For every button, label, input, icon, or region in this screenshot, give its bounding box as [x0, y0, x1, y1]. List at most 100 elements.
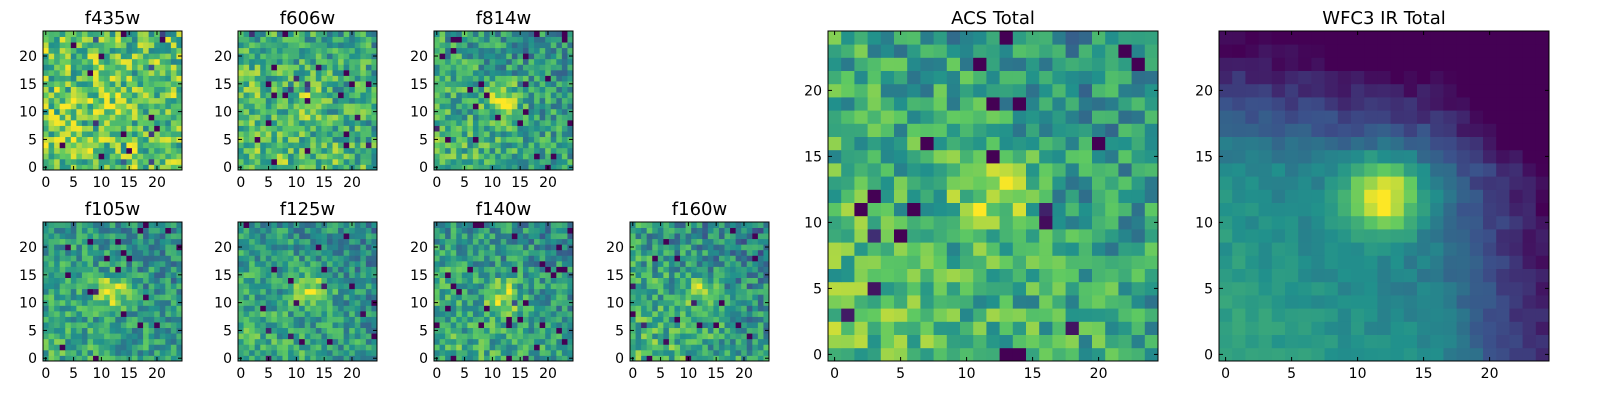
heatmap-cell — [165, 69, 172, 76]
heatmap-cell — [461, 158, 468, 165]
heatmap-cell — [81, 103, 88, 110]
heatmap-cell — [120, 316, 127, 323]
heatmap-cell — [115, 238, 122, 245]
heatmap-cell — [1065, 215, 1080, 230]
heatmap-cell — [691, 344, 698, 351]
heatmap-cell — [131, 69, 138, 76]
heatmap-cell — [126, 42, 133, 49]
x-tick-label: 0 — [236, 175, 245, 191]
heatmap-cell — [120, 97, 127, 104]
heatmap-cell — [354, 153, 361, 160]
heatmap-cell — [48, 92, 55, 99]
heatmap-cell — [120, 277, 127, 284]
heatmap-cell — [973, 347, 987, 362]
heatmap-cell — [76, 244, 83, 251]
heatmap-cell — [126, 142, 133, 149]
heatmap-cell — [159, 75, 166, 82]
heatmap-cell — [349, 327, 356, 334]
heatmap-cell — [456, 114, 463, 121]
heatmap-cell — [461, 266, 468, 273]
heatmap-cell — [763, 227, 770, 234]
heatmap-cell — [326, 260, 333, 267]
heatmap-cell — [48, 86, 55, 93]
heatmap-cell — [663, 266, 670, 273]
heatmap-cell — [276, 266, 283, 273]
heatmap-cell — [495, 86, 502, 93]
heatmap-cell — [70, 147, 77, 154]
heatmap-cell — [126, 97, 133, 104]
heatmap-cell — [707, 233, 714, 240]
heatmap-cell — [522, 147, 529, 154]
heatmap-cell — [338, 64, 345, 71]
heatmap-cell — [154, 147, 161, 154]
heatmap-cell — [98, 310, 105, 317]
heatmap-cell — [254, 47, 261, 54]
heatmap-cell — [1078, 215, 1093, 230]
heatmap-cell — [338, 97, 345, 104]
heatmap-cell — [867, 255, 882, 269]
heatmap-cell — [657, 227, 664, 234]
heatmap-cell — [238, 119, 244, 126]
heatmap-cell — [517, 272, 524, 278]
heatmap-cell — [343, 222, 350, 228]
heatmap-cell — [137, 344, 144, 351]
heatmap-cell — [561, 42, 568, 49]
heatmap-cell — [304, 53, 311, 60]
heatmap-cell — [371, 233, 378, 240]
heatmap-cell — [338, 142, 345, 149]
heatmap-cell — [539, 42, 546, 49]
heatmap-cell — [54, 164, 61, 171]
heatmap-cell — [360, 322, 367, 329]
heatmap-cell — [371, 266, 378, 273]
heatmap-cell — [310, 53, 317, 60]
heatmap-cell — [260, 86, 267, 93]
heatmap-cell — [550, 266, 557, 273]
heatmap-cell — [304, 147, 311, 154]
heatmap-cell — [360, 36, 367, 43]
heatmap-cell — [741, 260, 748, 267]
heatmap-cell — [120, 305, 127, 312]
heatmap-cell — [137, 238, 144, 245]
heatmap-cell — [763, 338, 770, 345]
heatmap-cell — [115, 249, 122, 256]
heatmap-cell — [630, 283, 636, 290]
heatmap-cell — [87, 222, 94, 228]
heatmap-cell — [65, 299, 72, 306]
heatmap-cell — [115, 147, 122, 154]
heatmap-cell — [472, 283, 479, 290]
heatmap-cell — [467, 31, 474, 37]
heatmap-cell — [115, 114, 122, 121]
heatmap-cell — [282, 81, 289, 87]
heatmap-cell — [81, 255, 88, 262]
heatmap-cell — [115, 81, 122, 87]
heatmap-cell — [657, 260, 664, 267]
heatmap-cell — [1118, 163, 1132, 177]
heatmap-cell — [663, 255, 670, 262]
heatmap-cell — [461, 227, 468, 234]
heatmap-cell — [757, 288, 764, 295]
heatmap-cell — [338, 125, 345, 132]
heatmap-cell — [1118, 189, 1132, 203]
heatmap-cell — [143, 125, 150, 132]
heatmap-cell — [561, 147, 568, 154]
heatmap-cell — [534, 75, 541, 82]
heatmap-cell — [154, 327, 161, 334]
heatmap-cell — [828, 321, 842, 335]
heatmap-cell — [567, 233, 574, 240]
heatmap-cell — [472, 327, 479, 334]
heatmap-cell — [933, 295, 948, 309]
heatmap-cell — [657, 338, 664, 345]
heatmap-cell — [326, 164, 333, 171]
heatmap-cell — [763, 266, 770, 273]
heatmap-cell — [1026, 176, 1040, 190]
heatmap-cell — [288, 255, 294, 262]
heatmap-cell — [1105, 347, 1119, 362]
heatmap-cell — [360, 288, 367, 295]
heatmap-cell — [360, 64, 367, 71]
heatmap-cell — [343, 305, 350, 312]
heatmap-cell — [360, 97, 367, 104]
heatmap-cell — [461, 288, 468, 295]
heatmap-cell — [293, 53, 300, 60]
heatmap-cell — [338, 119, 345, 126]
heatmap-cell — [472, 81, 479, 87]
